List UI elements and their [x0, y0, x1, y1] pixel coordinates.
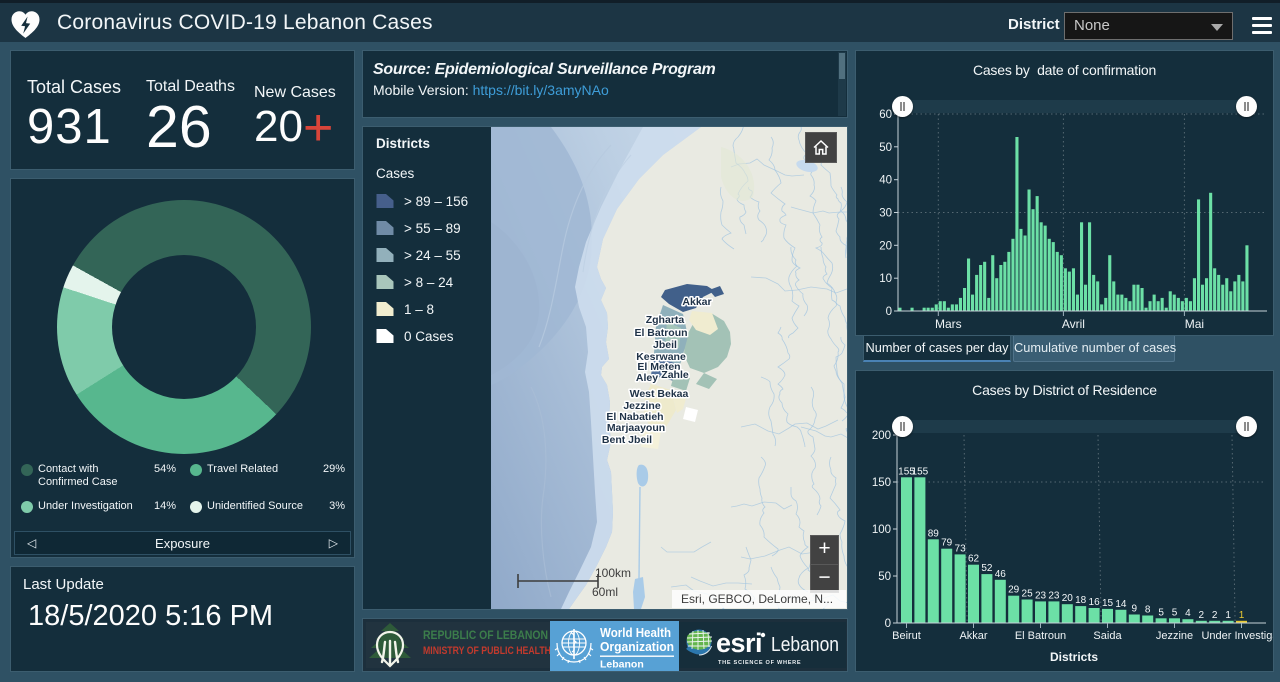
svg-text:West Bekaa: West Bekaa [630, 388, 689, 400]
svg-text:15: 15 [1102, 598, 1114, 609]
svg-text:23: 23 [1048, 590, 1060, 601]
svg-text:Zgharta: Zgharta [646, 314, 685, 326]
svg-text:Jbeil: Jbeil [653, 339, 677, 351]
svg-text:Jezzine: Jezzine [623, 400, 661, 412]
svg-text:Akkar: Akkar [682, 296, 711, 308]
svg-text:29: 29 [1008, 585, 1020, 596]
svg-text:8: 8 [1145, 605, 1151, 616]
svg-text:El Batroun: El Batroun [1015, 630, 1066, 642]
svg-text:60ml: 60ml [592, 585, 618, 599]
svg-text:Mai: Mai [1185, 317, 1204, 331]
svg-text:World Health: World Health [600, 626, 671, 640]
svg-text:52: 52 [981, 563, 993, 574]
svg-text:Under Investigat: Under Investigat [1201, 630, 1273, 642]
svg-text:5: 5 [1172, 607, 1178, 618]
svg-text:73: 73 [955, 543, 967, 554]
svg-text:Jezzine: Jezzine [1156, 630, 1193, 642]
svg-text:89: 89 [928, 528, 940, 539]
svg-text:Zahle: Zahle [661, 369, 689, 381]
svg-text:0: 0 [886, 306, 892, 318]
svg-text:Beirut: Beirut [892, 630, 921, 642]
svg-text:Lebanon: Lebanon [771, 634, 839, 656]
svg-text:Saida: Saida [1093, 630, 1122, 642]
svg-text:REPUBLIC OF LEBANON: REPUBLIC OF LEBANON [423, 630, 548, 642]
svg-text:Aley: Aley [636, 372, 658, 384]
svg-text:MINISTRY OF PUBLIC HEALTH: MINISTRY OF PUBLIC HEALTH [423, 645, 550, 657]
svg-text:0: 0 [885, 618, 891, 630]
svg-text:20: 20 [1062, 593, 1074, 604]
svg-text:10: 10 [879, 273, 892, 285]
svg-text:5: 5 [1158, 607, 1164, 618]
svg-text:60: 60 [879, 109, 892, 121]
svg-text:30: 30 [879, 208, 892, 220]
svg-text:16: 16 [1089, 597, 1101, 608]
svg-text:18: 18 [1075, 595, 1087, 606]
svg-text:23: 23 [1035, 590, 1047, 601]
svg-text:4: 4 [1185, 608, 1191, 619]
svg-text:1: 1 [1225, 610, 1231, 621]
svg-text:1: 1 [1239, 610, 1245, 621]
svg-text:46: 46 [995, 569, 1007, 580]
svg-text:El Meten: El Meten [637, 361, 680, 373]
svg-text:2: 2 [1212, 610, 1218, 621]
svg-text:100km: 100km [595, 566, 631, 580]
svg-text:Lebanon: Lebanon [600, 659, 644, 671]
svg-text:Akkar: Akkar [959, 630, 987, 642]
svg-text:THE SCIENCE OF WHERE: THE SCIENCE OF WHERE [718, 660, 801, 666]
svg-text:50: 50 [879, 142, 892, 154]
svg-text:Bent Jbeil: Bent Jbeil [602, 434, 652, 446]
svg-text:25: 25 [1022, 589, 1034, 600]
svg-text:Marjaayoun: Marjaayoun [607, 422, 665, 434]
svg-text:200: 200 [872, 430, 891, 442]
svg-text:50: 50 [878, 571, 891, 583]
svg-text:Districts: Districts [1050, 650, 1098, 664]
svg-text:62: 62 [968, 554, 980, 565]
svg-text:100: 100 [872, 524, 891, 536]
svg-text:Mars: Mars [935, 317, 962, 331]
svg-text:Avril: Avril [1062, 317, 1085, 331]
svg-text:40: 40 [879, 175, 892, 187]
svg-text:El Batroun: El Batroun [634, 327, 687, 339]
svg-text:9: 9 [1132, 604, 1138, 615]
svg-text:155: 155 [912, 466, 929, 477]
svg-text:79: 79 [941, 538, 953, 549]
svg-text:El Nabatieh: El Nabatieh [606, 411, 663, 423]
svg-text:14: 14 [1115, 599, 1127, 610]
svg-text:20: 20 [879, 240, 892, 252]
svg-text:esri: esri [716, 628, 762, 658]
svg-text:155: 155 [898, 466, 915, 477]
svg-text:Organization: Organization [600, 640, 674, 654]
svg-text:2: 2 [1199, 610, 1205, 621]
svg-text:150: 150 [872, 477, 891, 489]
svg-text:Kesrwane: Kesrwane [636, 351, 686, 363]
